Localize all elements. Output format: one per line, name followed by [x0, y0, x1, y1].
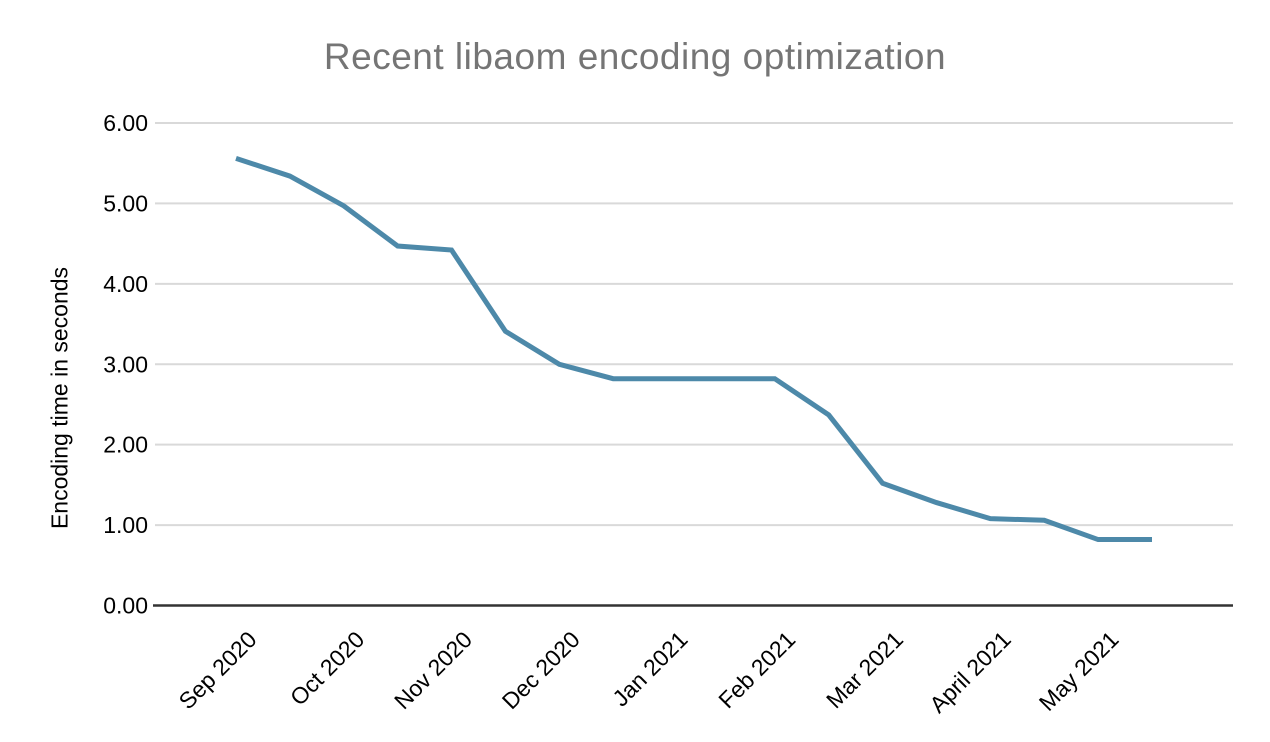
y-axis-title: Encoding time in seconds — [46, 266, 73, 530]
x-tick-label: Mar 2021 — [821, 626, 908, 713]
x-tick-label: April 2021 — [924, 626, 1016, 718]
x-tick-label: Sep 2020 — [174, 626, 262, 714]
x-tick-label: Dec 2020 — [497, 626, 585, 714]
y-tick-label: 3.00 — [103, 351, 148, 377]
chart-title: Recent libaom encoding optimization — [323, 36, 947, 77]
x-tick-label: Oct 2020 — [285, 626, 369, 710]
x-tick-label: May 2021 — [1034, 626, 1124, 716]
x-tick-label: Feb 2021 — [713, 626, 800, 713]
y-tick-label: 6.00 — [103, 110, 148, 136]
y-tick-label: 4.00 — [103, 271, 148, 297]
y-tick-label: 1.00 — [103, 512, 148, 538]
x-tick-label: Nov 2020 — [389, 626, 477, 714]
y-tick-label: 0.00 — [103, 593, 148, 619]
y-tick-label: 5.00 — [103, 190, 148, 216]
y-tick-label: 2.00 — [103, 432, 148, 458]
encoding-time-line — [235, 156, 1152, 543]
x-tick-label: Jan 2021 — [607, 626, 692, 711]
